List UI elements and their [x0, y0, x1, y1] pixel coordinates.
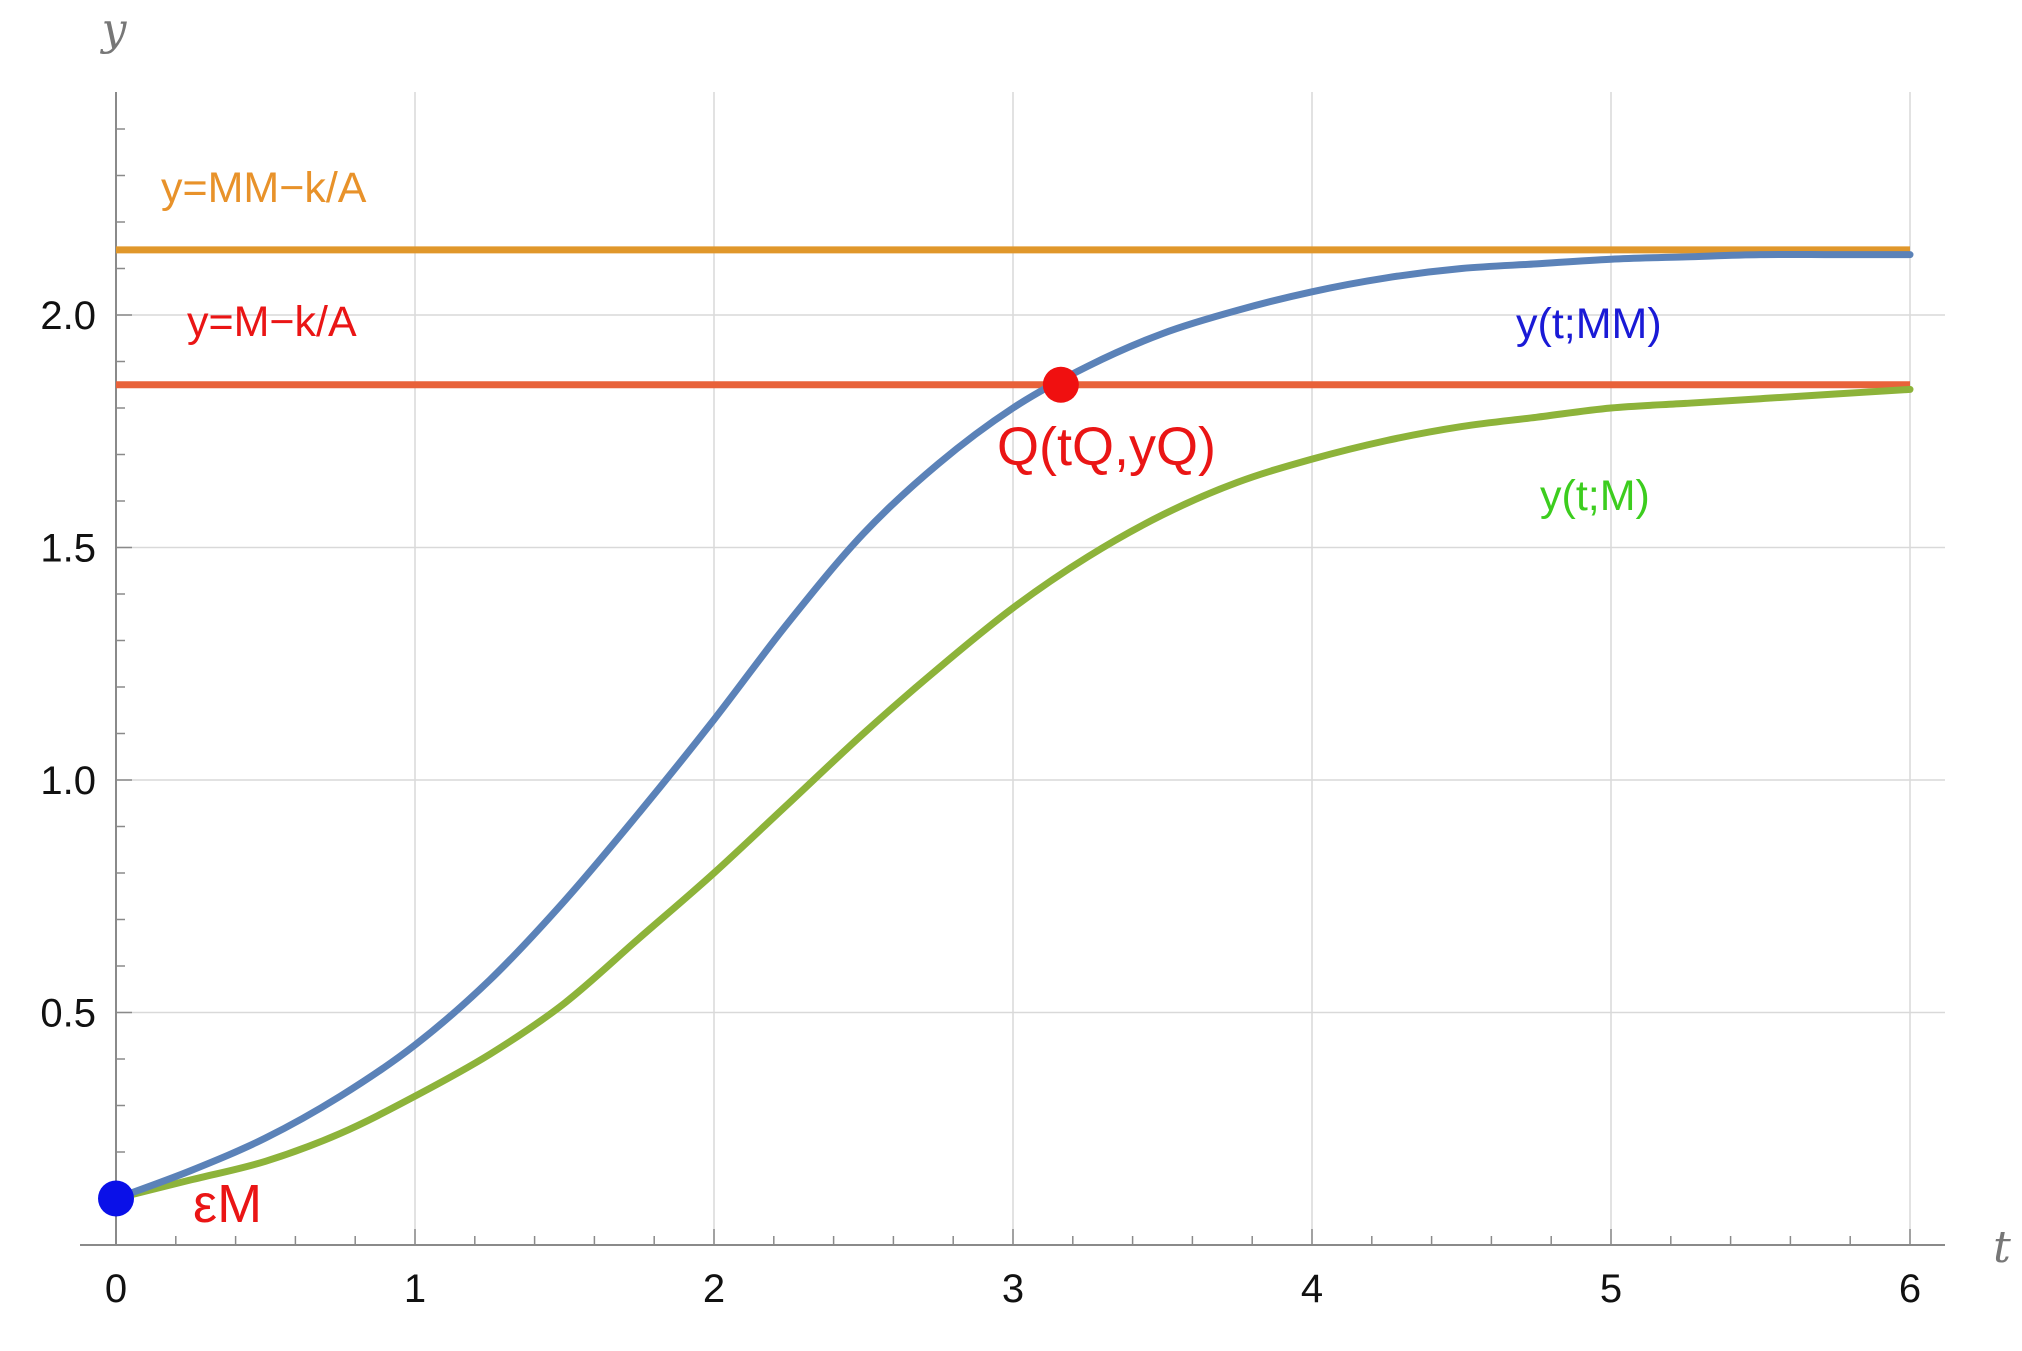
y-axis-title: y: [100, 4, 128, 55]
x-tick-label: 3: [1002, 1267, 1024, 1311]
x-tick-label: 2: [703, 1267, 725, 1311]
x-tick-label: 1: [404, 1267, 426, 1311]
x-axis-title: t: [1993, 1222, 2011, 1273]
x-tick-label: 4: [1301, 1267, 1323, 1311]
point-label-eps: εM: [193, 1174, 262, 1234]
hline-label-mm: y=MM−k/A: [161, 164, 367, 212]
series-label-mm: y(t;MM): [1516, 300, 1662, 348]
y-tick-label: 0.5: [40, 992, 96, 1036]
x-tick-label: 5: [1600, 1267, 1622, 1311]
series-line-0: [112, 250, 1914, 1202]
y-tick-label: 2.0: [40, 294, 96, 338]
x-tick-label: 6: [1899, 1267, 1921, 1311]
point-marker-1: [1042, 366, 1079, 403]
series-line-1: [112, 385, 1914, 1202]
point-label-q: Q(tQ,yQ): [997, 417, 1216, 477]
y-tick-label: 1.0: [40, 759, 96, 803]
series-label-m: y(t;M): [1540, 472, 1650, 520]
hline-label-m: y=M−k/A: [187, 298, 357, 346]
x-tick-label: 0: [105, 1267, 127, 1311]
y-tick-label: 1.5: [40, 527, 96, 571]
point-marker-0: [98, 1180, 134, 1217]
